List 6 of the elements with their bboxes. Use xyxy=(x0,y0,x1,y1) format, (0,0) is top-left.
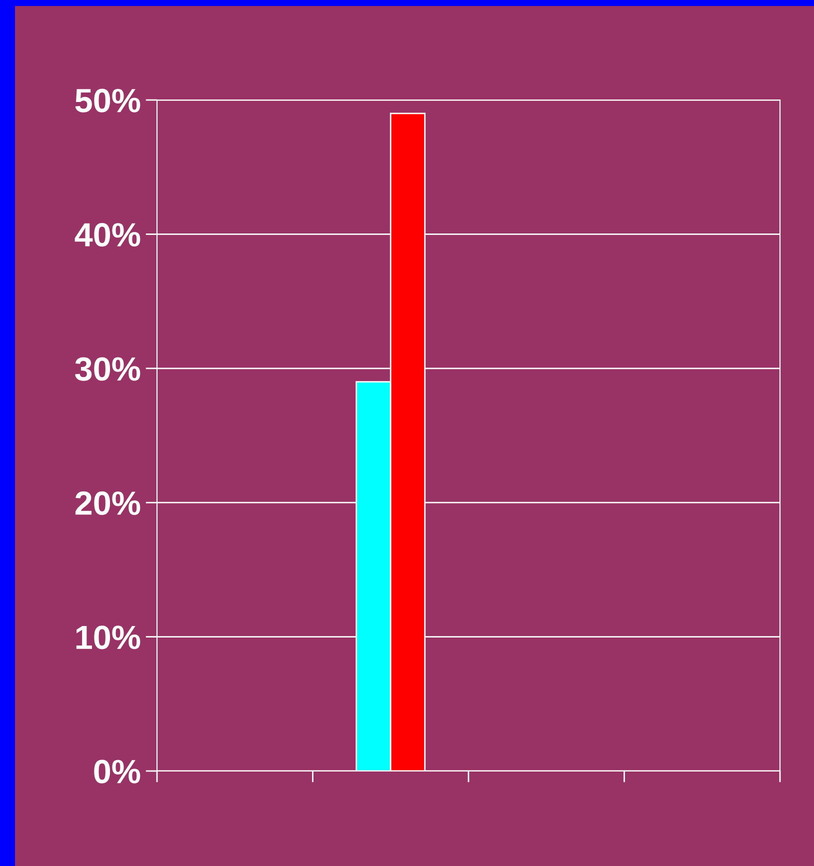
y-tick-label: 40% xyxy=(74,223,140,247)
y-tick-label: 20% xyxy=(75,491,140,516)
y-tick-label: 0% xyxy=(94,760,140,784)
y-tick-label: 30% xyxy=(75,357,140,381)
y-tick-label: 50% xyxy=(75,88,140,112)
y-tick-label: 10% xyxy=(76,626,140,650)
